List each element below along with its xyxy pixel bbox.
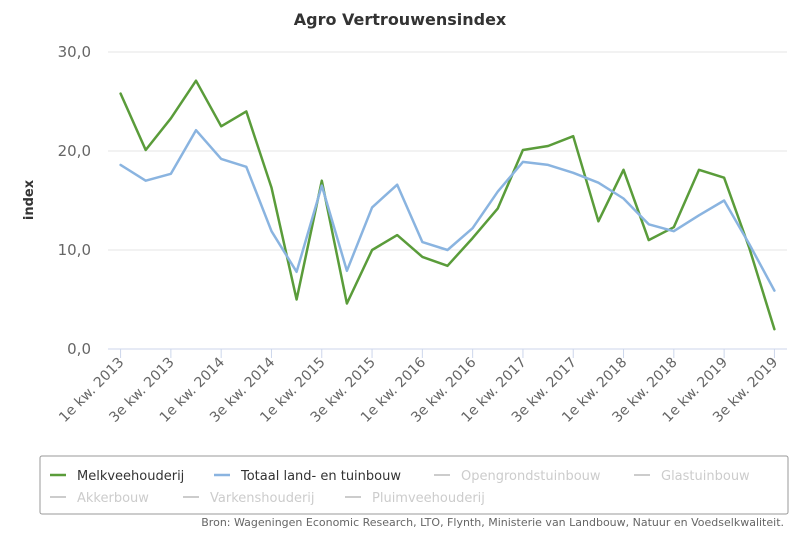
series-layer — [119, 79, 776, 331]
series-line-melkveehouderij[interactable] — [119, 79, 776, 331]
y-tick-label: 20,0 — [58, 142, 91, 160]
y-axis-label: index — [22, 179, 37, 220]
legend-label: Opengrondstuinbouw — [461, 469, 601, 484]
legend-label: Melkveehouderij — [77, 469, 184, 484]
legend-label: Akkerbouw — [77, 491, 149, 506]
legend-label: Pluimveehouderij — [372, 491, 485, 506]
y-tick-label: 30,0 — [58, 43, 91, 61]
legend-item[interactable]: Glastuinbouw — [634, 469, 750, 484]
legend: Melkveehouderij Totaal land- en tuinbouw O… — [39, 455, 789, 515]
legend-item[interactable]: Akkerbouw — [50, 491, 149, 506]
legend-item[interactable]: Melkveehouderij — [50, 469, 184, 484]
x-axis-tick-marks — [120, 349, 775, 358]
source-credit: Bron: Wageningen Economic Research, LTO,… — [201, 516, 784, 529]
legend-item[interactable]: Totaal land- en tuinbouw — [214, 469, 401, 484]
y-axis-ticks: 0,0 10,0 20,0 30,0 — [58, 43, 91, 358]
legend-label: Glastuinbouw — [661, 469, 750, 484]
chart-title: Agro Vertrouwensindex — [294, 10, 507, 29]
legend-item[interactable]: Varkenshouderij — [183, 491, 315, 506]
legend-label: Totaal land- en tuinbouw — [240, 469, 401, 484]
legend-item[interactable]: Opengrondstuinbouw — [434, 469, 601, 484]
legend-box — [39, 455, 789, 515]
y-tick-label: 10,0 — [58, 241, 91, 259]
series-line-totaal-land-en-tuinbouw[interactable] — [119, 128, 776, 292]
legend-item[interactable]: Pluimveehouderij — [345, 491, 485, 506]
legend-label: Varkenshouderij — [210, 491, 315, 506]
y-tick-label: 0,0 — [67, 340, 91, 358]
